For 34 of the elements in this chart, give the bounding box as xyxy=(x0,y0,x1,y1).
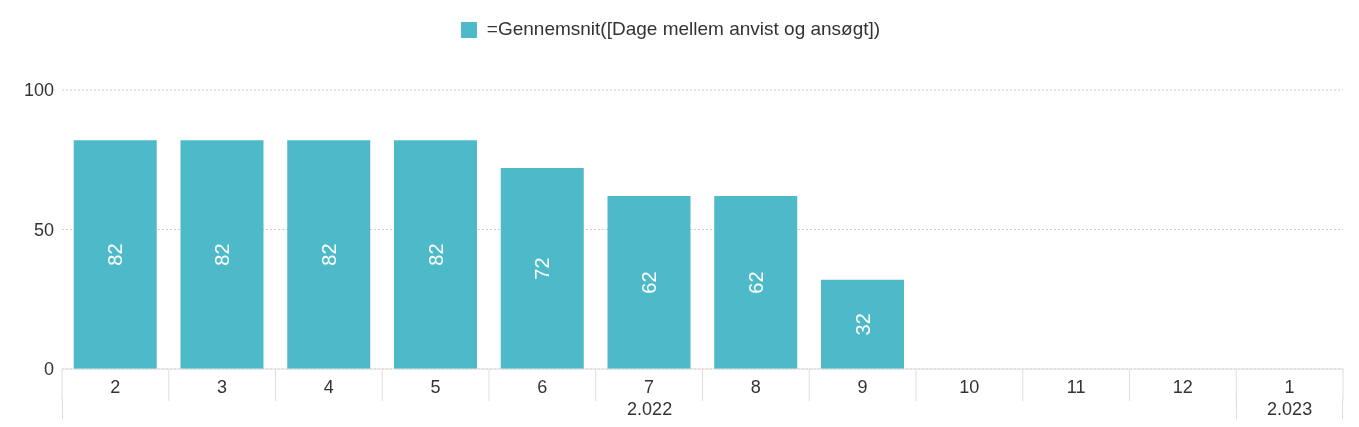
x-tick-label: 11 xyxy=(1066,377,1086,397)
data-label: 82 xyxy=(211,243,234,266)
x-tick-label: 2 xyxy=(110,377,121,397)
x-tick-label: 12 xyxy=(1172,377,1193,397)
data-label: 72 xyxy=(531,257,554,280)
bar xyxy=(607,196,691,369)
x-tick-label: 1 xyxy=(1284,377,1295,397)
x-tick-label: 7 xyxy=(644,377,655,397)
bar xyxy=(820,279,904,369)
data-label: 32 xyxy=(851,313,874,336)
text: 2.022 xyxy=(62,399,1237,419)
bar xyxy=(287,140,371,369)
x-tick-label: 4 xyxy=(323,377,334,397)
y-tick-label: 100 xyxy=(23,80,54,101)
bar xyxy=(73,140,157,369)
x-tick-label: 10 xyxy=(959,377,980,397)
y-tick-label: 50 xyxy=(33,219,54,240)
data-label: 82 xyxy=(424,243,447,266)
bar xyxy=(393,140,477,369)
bar xyxy=(714,196,798,369)
data-label: 82 xyxy=(104,243,127,266)
bar xyxy=(180,140,264,369)
bar xyxy=(500,168,584,369)
data-label: 62 xyxy=(744,271,767,294)
x-tick-label: 9 xyxy=(857,377,868,397)
x-tick-label: 8 xyxy=(750,377,761,397)
data-label: 62 xyxy=(638,271,661,294)
x-tick-label: 6 xyxy=(537,377,548,397)
legend-label: =Gennemsnit([Dage mellem anvist og ansøgt]) xyxy=(486,18,881,39)
x-tick-label: 5 xyxy=(430,377,441,397)
x-tick-label: 3 xyxy=(217,377,228,397)
data-label: 82 xyxy=(317,243,340,266)
y-tick-label: 0 xyxy=(43,359,54,380)
text: 2.023 xyxy=(1236,399,1343,419)
